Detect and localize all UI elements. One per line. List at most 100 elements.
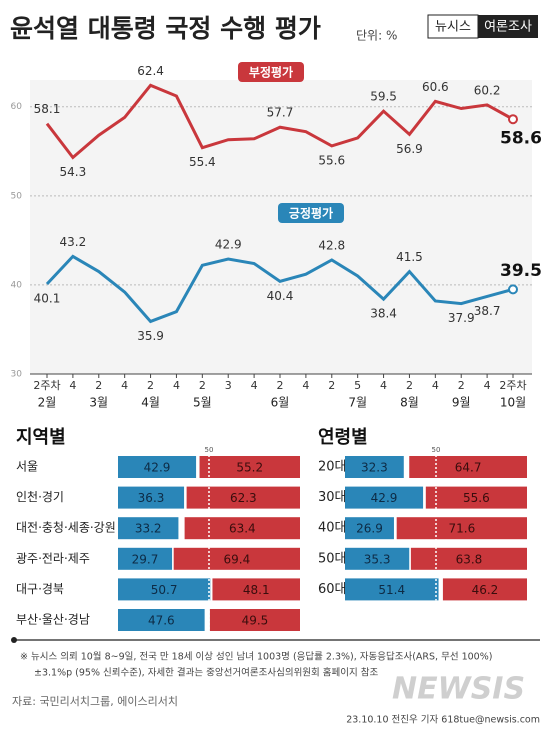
x-tick-label: 2 xyxy=(406,379,413,392)
bar-label: 50.7 xyxy=(151,583,178,597)
value-label: 57.7 xyxy=(267,106,294,120)
bar-positive xyxy=(118,547,173,570)
note: ※ 뉴시스 의뢰 10월 8~9일, 전국 만 18세 이상 성인 남녀 100… xyxy=(20,651,492,663)
month-label: 9월 xyxy=(452,396,471,410)
bar-positive xyxy=(345,517,394,540)
x-tick-label: 3 xyxy=(225,379,232,392)
bar-label: 46.2 xyxy=(472,583,499,597)
value-label: 39.5 xyxy=(500,261,542,281)
line xyxy=(45,83,514,160)
bar-positive xyxy=(118,486,185,509)
category-label: 부산·울산·경남 xyxy=(16,613,90,627)
x-tick-label: 4 xyxy=(302,379,309,392)
month-label: 3월 xyxy=(89,396,108,410)
brand: 뉴시스 xyxy=(435,20,471,35)
divider-dot xyxy=(11,637,17,643)
month-label: 2월 xyxy=(38,396,57,410)
value-label: 58.1 xyxy=(34,102,61,116)
bar-negative xyxy=(209,609,300,631)
bar-negative xyxy=(442,578,527,601)
category-label: 광주·전라·제주 xyxy=(16,551,90,565)
bar-label: 64.7 xyxy=(455,461,482,475)
end-marker xyxy=(508,284,518,295)
y-tick-label: 60 xyxy=(11,102,23,112)
x-tick-label: 4 xyxy=(380,379,387,392)
x-tick-label: 50 xyxy=(432,446,441,454)
line xyxy=(45,254,514,324)
value-label: 38.4 xyxy=(370,307,397,321)
bar-label: 35.3 xyxy=(364,552,391,566)
bar-label: 63.8 xyxy=(456,552,483,566)
watermark: NEWSIS xyxy=(392,672,525,707)
category-label: 대전·충청·세종·강원 xyxy=(16,521,116,535)
bar-positive xyxy=(118,456,197,478)
value-label: 55.6 xyxy=(318,153,345,167)
month-label: 8월 xyxy=(400,396,419,410)
bar-positive xyxy=(118,517,179,540)
bar-negative xyxy=(212,578,300,601)
x-tick-label: 5 xyxy=(354,379,361,392)
x-tick-label: 2주차 xyxy=(33,379,60,392)
value-label: 41.5 xyxy=(396,250,423,264)
bar-label: 32.3 xyxy=(361,461,388,475)
x-tick-label: 4 xyxy=(173,379,180,392)
value-label: 56.9 xyxy=(396,142,423,156)
unit: 단위: % xyxy=(356,29,397,43)
bar-label: 48.1 xyxy=(243,583,270,597)
bar-label: 33.2 xyxy=(135,522,162,536)
bar-label: 69.4 xyxy=(223,552,250,566)
legend-box xyxy=(238,62,304,82)
legend-label: 부정평가 xyxy=(249,65,293,80)
y-tick-label: 30 xyxy=(11,370,23,380)
brand-tag: 여론조사 xyxy=(484,20,532,35)
month-label: 6월 xyxy=(271,396,290,410)
credit: 23.10.10 전진우 기자 618tue@newsis.com xyxy=(346,715,540,726)
x-tick-label: 4 xyxy=(484,379,491,392)
x-tick-label: 4 xyxy=(432,379,439,392)
bar-label: 51.4 xyxy=(378,583,405,597)
bar-positive xyxy=(345,578,439,601)
month-label: 7월 xyxy=(348,396,367,410)
x-tick-label: 4 xyxy=(251,379,258,392)
x-tick-label: 2 xyxy=(199,379,206,392)
bar-negative xyxy=(184,517,300,540)
bar-label: 55.2 xyxy=(236,461,263,475)
bar-label: 63.4 xyxy=(229,522,256,536)
note: ±3.1%p (95% 신뢰수준), 자세한 결과는 중앙선거여론조사심의위원회… xyxy=(34,667,379,679)
bar-label: 36.3 xyxy=(138,491,165,505)
value-label: 60.2 xyxy=(474,83,501,97)
category-label: 인천·경기 xyxy=(16,489,64,504)
end-marker xyxy=(508,114,518,125)
value-label: 60.6 xyxy=(422,80,449,94)
x-tick-label: 50 xyxy=(205,446,214,454)
x-tick-label: 2 xyxy=(458,379,465,392)
value-label: 54.3 xyxy=(60,165,87,179)
category-label: 40대 xyxy=(318,521,347,536)
bar-negative xyxy=(199,456,300,478)
y-tick-label: 50 xyxy=(11,191,23,201)
bar-negative xyxy=(425,486,527,509)
value-label: 42.9 xyxy=(215,238,242,252)
x-tick-label: 2주차 xyxy=(499,379,526,392)
category-label: 30대 xyxy=(318,490,347,505)
bar-negative xyxy=(173,547,300,570)
bar-label: 49.5 xyxy=(242,614,269,628)
bar-label: 71.6 xyxy=(448,522,475,536)
bar-positive xyxy=(345,547,410,570)
bar-label: 29.7 xyxy=(132,552,159,566)
value-label: 62.4 xyxy=(137,64,164,78)
x-tick-label: 4 xyxy=(121,379,128,392)
title: 윤석열 대통령 국정 수행 평가 xyxy=(10,14,321,43)
month-label: 10월 xyxy=(500,396,526,410)
bar-positive xyxy=(345,486,424,509)
value-label: 38.7 xyxy=(474,304,501,318)
value-label: 37.9 xyxy=(448,311,475,325)
category-label: 50대 xyxy=(318,551,347,566)
value-label: 35.9 xyxy=(137,329,164,343)
source: 자료: 국민리서치그룹, 에이스리서치 xyxy=(12,695,178,708)
bar-negative xyxy=(409,456,527,478)
category-label: 20대 xyxy=(318,460,347,475)
bar-label: 47.6 xyxy=(148,614,175,628)
value-label: 43.2 xyxy=(60,235,87,249)
